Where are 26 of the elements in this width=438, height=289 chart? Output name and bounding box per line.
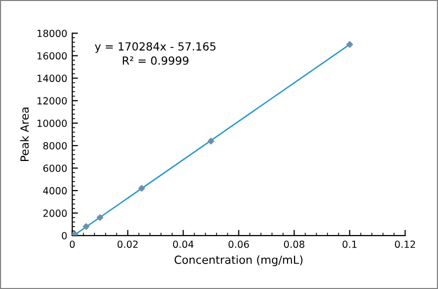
y-tick-label: 10000 bbox=[38, 120, 67, 127]
x-tick-label: 0.06 bbox=[228, 240, 249, 248]
y-tick-label: 4000 bbox=[43, 187, 67, 194]
x-tick-label: 0.02 bbox=[118, 240, 138, 248]
y-tick-label: 0 bbox=[62, 232, 67, 240]
annotation: R² = 0.9999 bbox=[122, 56, 188, 65]
x-tick-label: 0.12 bbox=[394, 240, 415, 248]
y-tick-label: 12000 bbox=[38, 97, 67, 104]
point bbox=[82, 223, 90, 230]
point bbox=[208, 138, 214, 144]
y-tick-label: 6000 bbox=[43, 164, 67, 172]
point bbox=[138, 185, 145, 192]
y-tick-label: 16000 bbox=[38, 52, 67, 60]
y-tick-label: 18000 bbox=[38, 30, 67, 38]
y-tick-label: 2000 bbox=[43, 210, 67, 217]
point bbox=[346, 41, 353, 48]
y-tick-label: 8000 bbox=[43, 142, 67, 150]
x-tick-label: 0.04 bbox=[173, 240, 194, 248]
x-tick-label: 0 bbox=[70, 240, 75, 248]
y-tick-label: 14000 bbox=[38, 74, 67, 82]
x-axis-title: Concentration (mg/mL) bbox=[174, 255, 302, 266]
point bbox=[96, 214, 104, 221]
y-axis-title: Peak Area bbox=[20, 108, 29, 162]
x-tick-label: 0.08 bbox=[284, 240, 304, 248]
x-tick-label: 0.1 bbox=[342, 240, 357, 248]
annotation: y = 170284x - 57.165 bbox=[94, 42, 216, 53]
